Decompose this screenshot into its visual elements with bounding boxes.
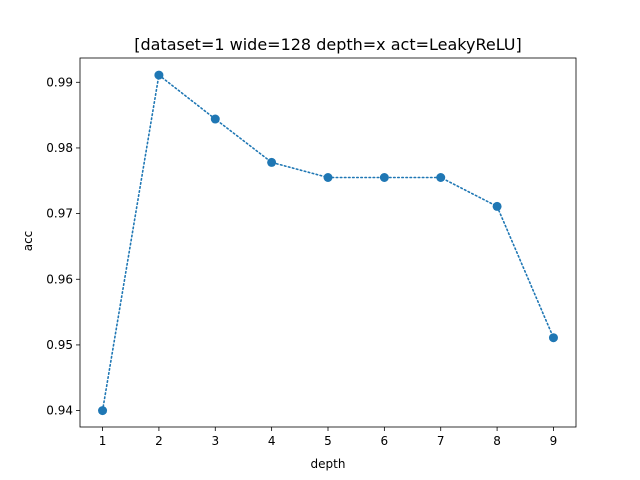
data-point [379,172,389,182]
y-axis-label: acc [21,231,35,252]
data-point [323,172,333,182]
x-tick-label: 3 [211,434,219,448]
chart-title: [dataset=1 wide=128 depth=x act=LeakyReL… [134,35,522,54]
x-tick-label: 2 [155,434,163,448]
y-tick-label: 0.96 [46,272,73,286]
data-point [492,201,502,211]
data-point [154,70,164,80]
y-tick-label: 0.94 [46,404,73,418]
x-tick-label: 1 [99,434,107,448]
y-tick-label: 0.95 [46,338,73,352]
y-tick-label: 0.99 [46,75,73,89]
x-tick-label: 6 [381,434,389,448]
x-tick-label: 7 [437,434,445,448]
data-point [548,333,558,343]
x-tick-label: 5 [324,434,332,448]
plot-area: 1 2 3 4 5 6 7 8 9 0.94 0.95 0.96 0.97 0.98 0.99 [46,57,577,448]
data-point [436,172,446,182]
x-tick-label: 8 [493,434,501,448]
x-axis-label: depth [311,457,346,471]
data-point [210,114,220,124]
x-tick-label: 4 [268,434,276,448]
x-tick-label: 9 [550,434,558,448]
y-tick-label: 0.98 [46,141,73,155]
data-point [98,406,108,416]
y-tick-label: 0.97 [46,207,73,221]
axes-frame [79,57,577,428]
data-point [267,157,277,167]
